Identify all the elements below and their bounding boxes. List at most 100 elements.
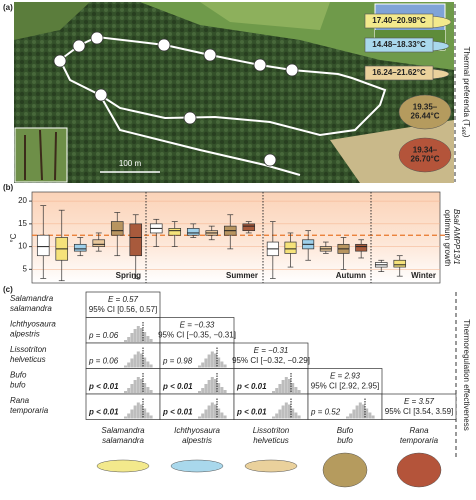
column-label: helveticus [253,436,289,445]
histogram-bar [149,390,153,393]
row-label: Lissotriton [10,345,47,354]
histogram-bar [217,383,221,393]
histogram-bar [358,402,362,419]
histogram-bar [127,413,131,419]
y-tick-label: 10 [18,242,27,251]
histogram-bar [140,379,143,393]
side-label-sub: set [460,127,466,135]
box [92,239,106,247]
ci-value: 95% CI [3.54, 3.59] [385,407,454,416]
plot-background [31,191,441,284]
histogram-bar [140,353,143,368]
box [242,223,256,232]
histogram-bar [136,377,140,393]
histogram-bar [288,379,291,393]
preferendum-box [364,13,434,29]
histogram-bar [143,408,147,419]
box [355,243,368,252]
histogram-bar [220,387,224,393]
box [186,228,200,236]
ci-value: 95% CI [−0.35, −0.31] [158,331,236,340]
column-label: Bufo [337,426,354,435]
histogram-bar [210,402,214,419]
cell [307,368,383,395]
preferendum-label: 14.48–18.33°C [372,40,426,49]
histogram-bar [133,380,137,393]
preferendum-label: 19.35– [413,103,438,112]
preferendum-label: 17.40–20.98°C [372,16,426,25]
histogram-bar [223,390,227,393]
histogram-bar [294,387,298,393]
cell [85,291,161,318]
histogram-bar [136,326,140,342]
histogram-bar [127,362,131,368]
histogram-bar [127,337,131,342]
scale-bar-label: 100 m [119,159,142,168]
e-value: E = −0.31 [254,346,289,355]
row-label: Salamandra [10,294,54,303]
row-label: temporaria [10,406,49,415]
season-label: Winter [411,271,436,280]
y-tick-label: 20 [18,196,27,205]
row-label: salamandra [10,304,52,313]
box [284,241,297,254]
histogram-bar [278,384,282,393]
column-label: alpestris [182,436,212,445]
histogram-bar [272,391,275,393]
histogram-bar [207,405,211,419]
histogram-bar [368,412,372,419]
column-label: Ichthyosaura [174,426,220,435]
histogram-bar [140,328,143,342]
histogram-bar [133,354,137,368]
histogram-bar [201,413,205,419]
species-icon [96,459,150,473]
panel-label: (b) [3,183,14,192]
e-value: E = 3.57 [404,397,435,406]
histogram-bar [349,413,353,419]
histogram-bar [214,353,217,368]
histogram-bar [207,354,211,368]
histogram-bar [214,379,217,393]
histogram-bar [223,415,227,419]
histogram-bar [210,377,214,393]
p-value: p < 0.01 [162,408,193,417]
e-value: E = 2.93 [330,372,361,381]
box [110,221,124,236]
histogram-bar [124,416,127,419]
histogram-bar [130,333,134,342]
histogram-bar [284,402,288,419]
box [36,234,50,257]
histogram-bar [149,364,153,368]
histogram-bar [217,357,221,368]
histogram-bar [124,365,127,368]
column-label: Salamandra [101,426,145,435]
season-label: Autumn [336,271,366,280]
species-icon [322,452,368,488]
season-label: Summer [226,271,258,280]
optimum-label: Bsal AMPP13/1 optimum growth [443,209,461,267]
p-value: p < 0.01 [88,382,119,391]
preferendum-box [364,65,434,81]
histogram-bar [204,358,208,368]
panel-label: (a) [3,3,13,12]
y-tick-label: 5 [23,264,28,273]
preferendum-box [364,37,434,53]
p-value: p < 0.01 [236,408,267,417]
side-label-text: Thermal preferenda (T [462,47,471,127]
histogram-bar [207,380,211,393]
p-value: p = 0.06 [88,331,119,340]
histogram-bar [297,390,301,393]
column-label: temporaria [400,436,439,445]
panel-label: (c) [3,285,13,294]
side-label: Thermal preferenda (Tset) [460,47,470,138]
species-icon [244,459,298,473]
ci-value: 95% CI [0.56, 0.57] [89,305,158,314]
histogram-bar [143,357,147,368]
column-label: salamandra [102,436,144,445]
histogram-bar [210,351,214,368]
row-label: Ichthyosaura [10,320,56,329]
histogram-bar [146,336,150,342]
histogram-bar [223,364,227,368]
histogram-bar [149,339,153,342]
histogram-bar [143,332,147,342]
